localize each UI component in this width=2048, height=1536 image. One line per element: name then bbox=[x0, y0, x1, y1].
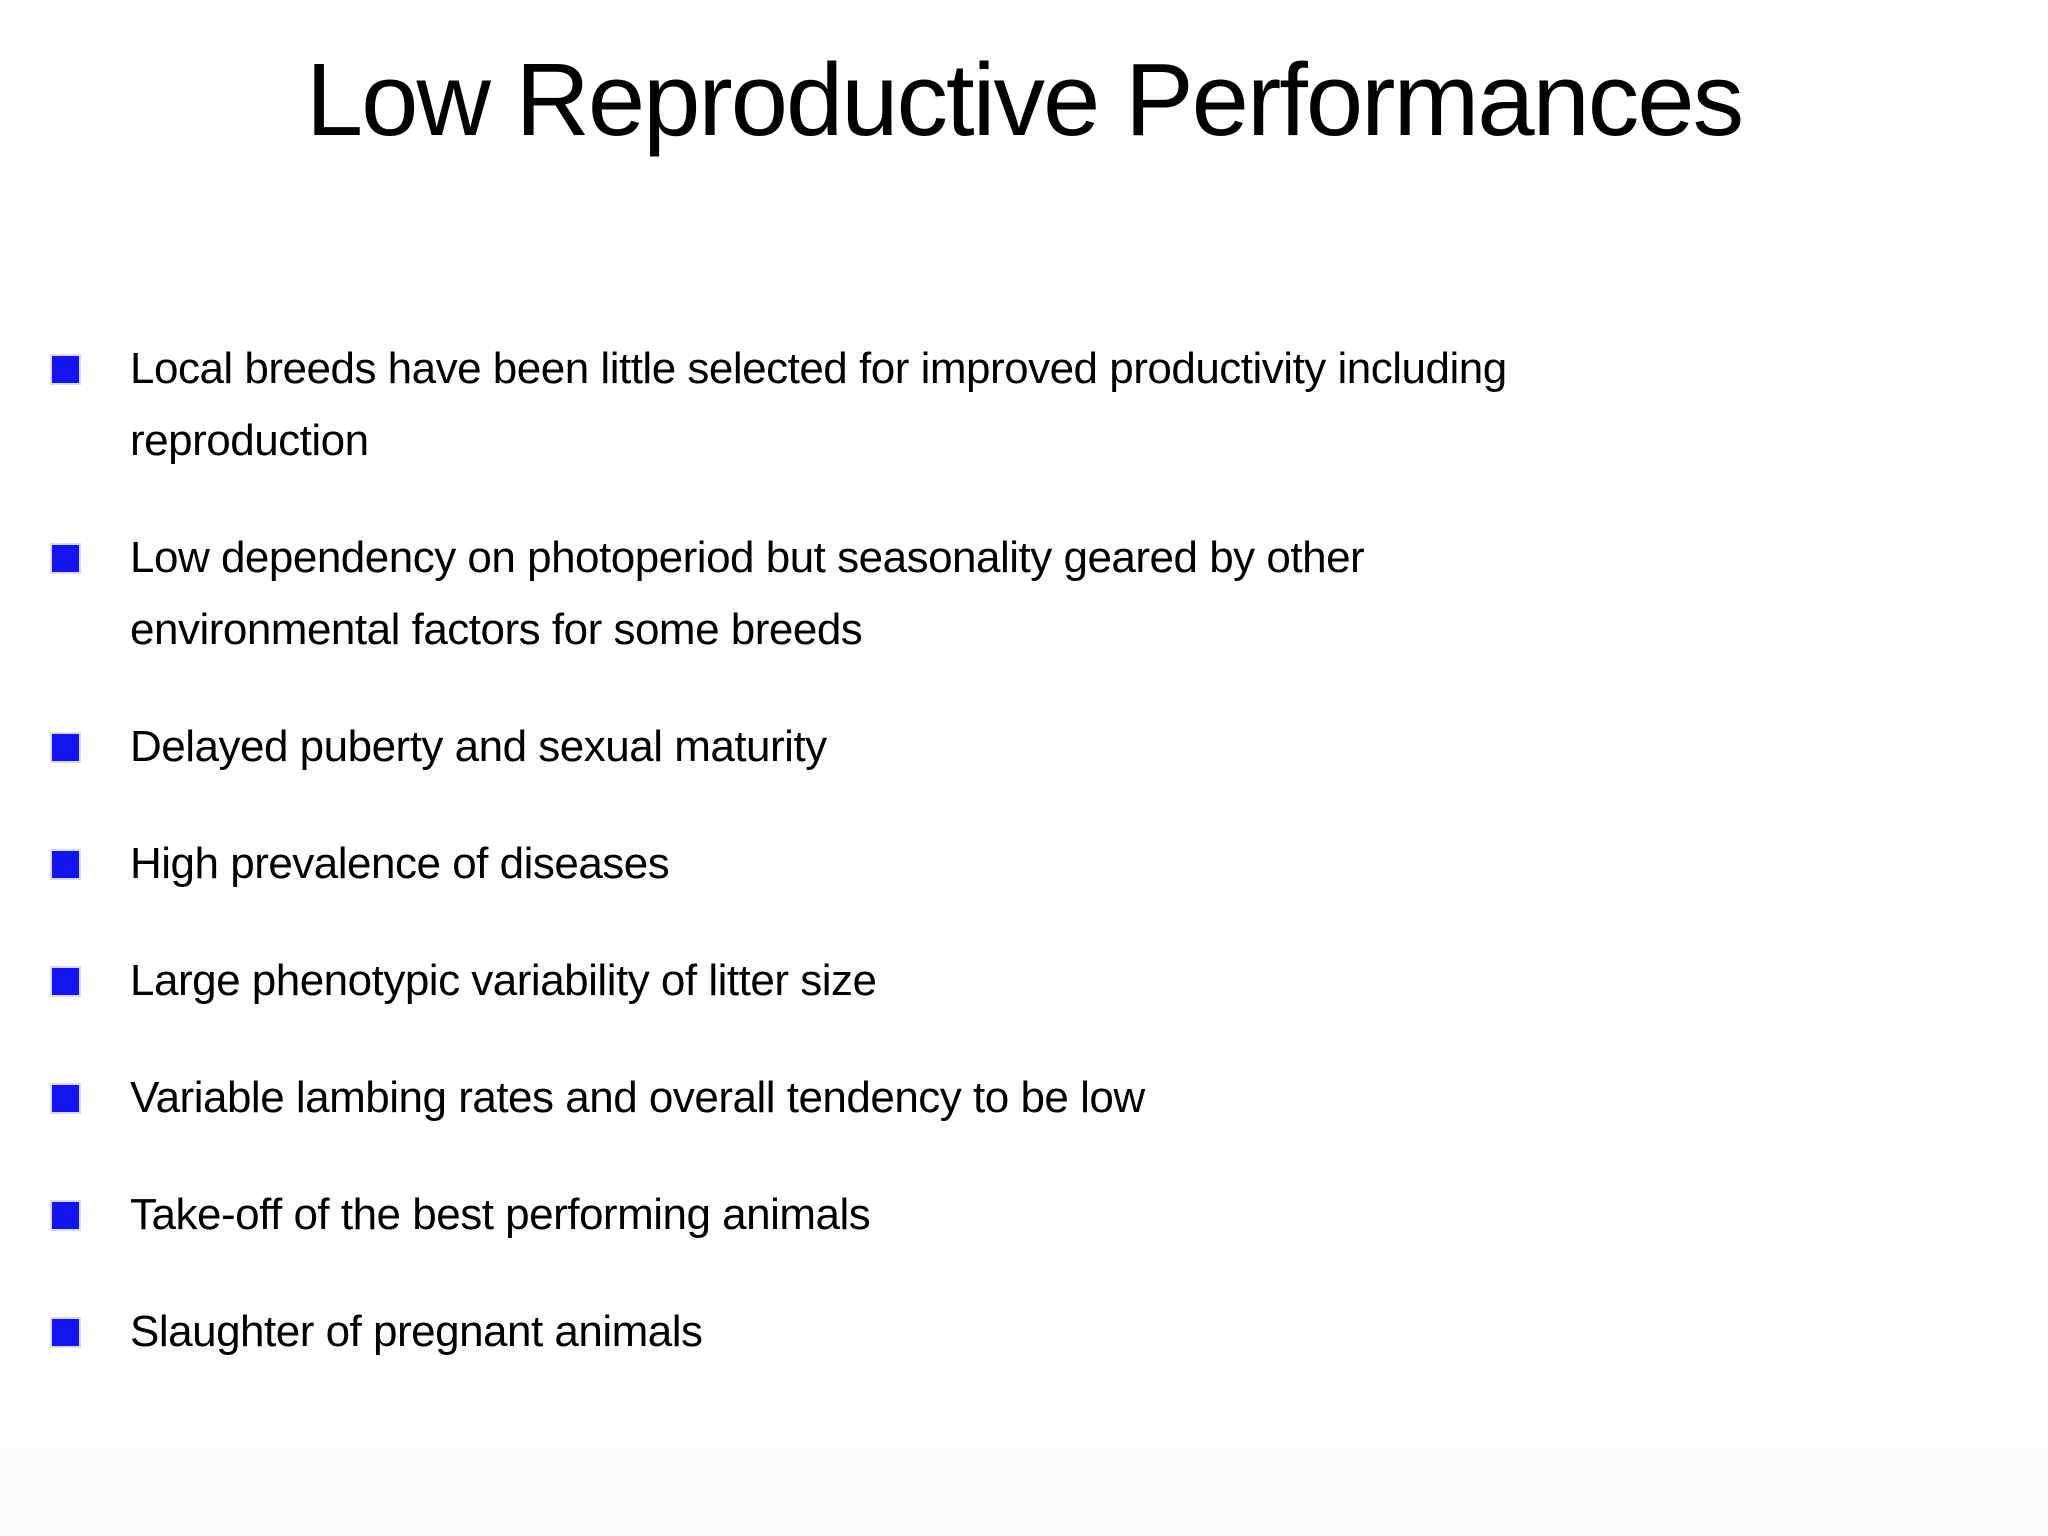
bullet-list: Local breeds have been little selected f… bbox=[50, 333, 1902, 1413]
list-item-5: Large phenotypic variability of litter s… bbox=[50, 945, 1902, 1017]
bullet-text: High prevalence of diseases bbox=[130, 839, 670, 888]
list-item-3: Delayed puberty and sexual maturity bbox=[50, 711, 1902, 783]
bullet-text: Delayed puberty and sexual maturity bbox=[130, 722, 827, 771]
list-item-8: Slaughter of pregnant animals bbox=[50, 1296, 1902, 1368]
bullet-square-icon bbox=[50, 1200, 81, 1231]
bullet-square-icon bbox=[50, 849, 81, 880]
bullet-square-icon bbox=[50, 966, 81, 997]
list-item-1: Local breeds have been little selected f… bbox=[50, 333, 1902, 477]
list-item-6: Variable lambing rates and overall tende… bbox=[50, 1062, 1902, 1134]
list-item-7: Take-off of the best performing animals bbox=[50, 1179, 1902, 1251]
bullet-text: Slaughter of pregnant animals bbox=[130, 1307, 703, 1356]
slide-title: Low Reproductive Performances bbox=[305, 42, 1744, 157]
bullet-square-icon bbox=[50, 543, 81, 574]
bullet-text: Low dependency on photoperiod but season… bbox=[130, 533, 1365, 654]
bullet-square-icon bbox=[50, 354, 81, 385]
list-item-2: Low dependency on photoperiod but season… bbox=[50, 522, 1902, 666]
bullet-text: Take-off of the best performing animals bbox=[130, 1190, 871, 1239]
bullet-text: Variable lambing rates and overall tende… bbox=[130, 1073, 1145, 1122]
bullet-square-icon bbox=[50, 1083, 81, 1114]
bullet-square-icon bbox=[50, 1317, 81, 1348]
bullet-square-icon bbox=[50, 732, 81, 763]
bullet-text: Local breeds have been little selected f… bbox=[130, 344, 1507, 465]
list-item-4: High prevalence of diseases bbox=[50, 828, 1902, 900]
bullet-text: Large phenotypic variability of litter s… bbox=[130, 956, 877, 1005]
